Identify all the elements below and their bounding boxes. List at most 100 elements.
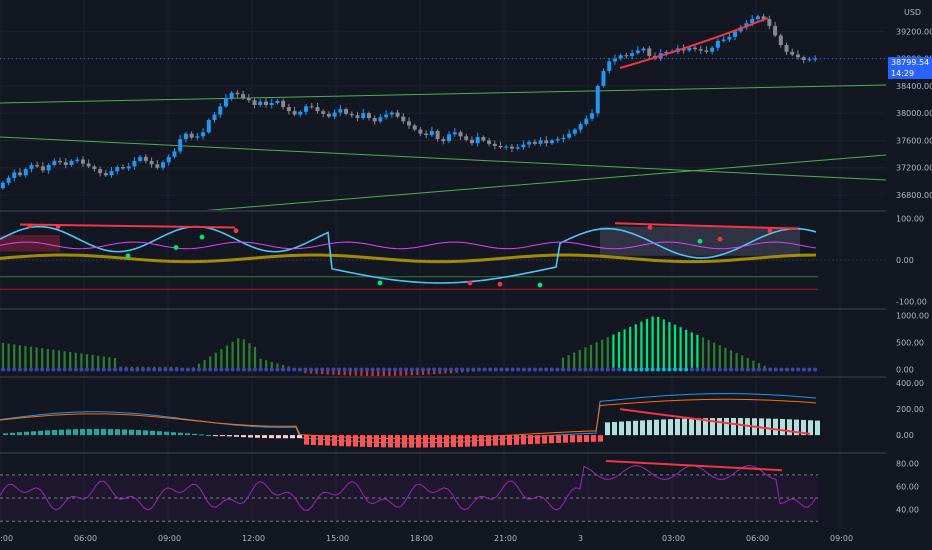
candle-body: [206, 120, 211, 133]
time-scale[interactable]: 00:00 06:00 09:00 12:00 15:00 18:00 21:00 3 03:0…: [0, 527, 932, 550]
time-label: 06:00: [746, 534, 769, 543]
macd-histogram-bar: [157, 431, 162, 436]
price-scale-bg: [886, 0, 932, 527]
macd-histogram-bar: [192, 433, 197, 436]
price-scale-label: 37200.00: [896, 164, 932, 173]
macd-histogram-bar: [689, 418, 694, 436]
pane-separators[interactable]: [0, 210, 932, 454]
histogram-dot: [465, 367, 470, 372]
histogram-dot: [510, 367, 515, 372]
histogram-dot: [376, 367, 381, 372]
macd-histogram-bar: [220, 435, 225, 437]
candle-body: [366, 113, 371, 118]
time-label: 12:00: [242, 534, 265, 543]
price-pane[interactable]: [0, 13, 887, 212]
macd-histogram-bar: [591, 435, 596, 442]
macd-histogram-bar: [206, 434, 211, 436]
macd-histogram-bar: [353, 435, 358, 447]
price-scale-label: 400.00: [896, 379, 924, 388]
macd-histogram-bar: [143, 430, 148, 436]
histogram-dot: [757, 367, 761, 372]
macd-histogram-bar: [479, 435, 484, 447]
green-trendline-lower: [0, 136, 887, 181]
macd-histogram-bar: [808, 420, 813, 436]
candle-body: [75, 159, 80, 161]
candle-body: [784, 45, 789, 52]
histogram-dot: [348, 367, 353, 372]
macd-histogram-bar: [262, 435, 267, 438]
histogram-pane[interactable]: [1, 316, 817, 376]
candle-body: [647, 48, 652, 56]
time-label: 21:00: [494, 534, 517, 543]
histogram-dot: [684, 367, 689, 372]
red-trendline-macd: [619, 408, 811, 435]
candle-body: [521, 144, 526, 148]
candle-body: [138, 156, 143, 161]
macd-histogram-bar: [171, 432, 176, 436]
candle-body: [807, 59, 812, 61]
candle-body: [126, 166, 131, 169]
price-scale[interactable]: 39200.0038800.0038400.0038000.0037600.00…: [886, 0, 932, 527]
macd-histogram-bar: [234, 435, 239, 437]
candle-body: [727, 36, 732, 40]
histogram-dot: [208, 367, 213, 372]
macd-histogram-bar: [633, 420, 638, 436]
histogram-dot: [701, 367, 705, 372]
candle-body: [630, 53, 635, 56]
macd-histogram-bar: [332, 435, 337, 446]
momentum-pane[interactable]: [0, 222, 886, 290]
histogram-dot: [146, 367, 151, 372]
macd-histogram-bar: [472, 435, 477, 447]
macd-histogram-bar: [150, 430, 155, 436]
rsi-pane[interactable]: [0, 459, 818, 522]
candle-body: [744, 23, 749, 28]
histogram-dot: [421, 367, 425, 372]
macd-histogram-bar: [647, 420, 652, 436]
candle-body: [721, 39, 726, 41]
macd-histogram-bar: [521, 435, 526, 445]
candle-body: [286, 107, 291, 112]
time-label: 09:00: [158, 534, 181, 543]
macd-histogram-bar: [430, 435, 435, 448]
green-trendline-rising: [199, 154, 887, 212]
histogram-dot: [387, 367, 392, 372]
pane-separator: [0, 308, 932, 310]
macd-histogram-bar: [486, 435, 491, 446]
histogram-dot: [241, 367, 246, 372]
candle-body: [235, 92, 240, 95]
histogram-dot: [678, 367, 683, 372]
histogram-dot: [264, 367, 269, 372]
macd-histogram-bar: [304, 435, 309, 445]
macd-histogram-bar: [122, 429, 127, 436]
macd-histogram-bar: [248, 435, 253, 438]
price-scale-label: 38400.00: [896, 82, 932, 91]
candle-body: [58, 160, 63, 163]
green-trendline-upper: [0, 84, 887, 104]
histogram-dot: [185, 367, 190, 372]
histogram-dot: [135, 367, 140, 372]
histogram-dot: [661, 367, 666, 372]
histogram-dot: [1, 367, 5, 372]
histogram-dot: [628, 367, 633, 372]
macd-histogram-bar: [605, 422, 610, 436]
histogram-dot: [645, 367, 649, 372]
macd-histogram-bar: [528, 435, 533, 445]
candle-body: [332, 112, 337, 117]
histogram-dot: [734, 367, 739, 372]
macd-pane[interactable]: [0, 393, 820, 448]
histogram-dot: [785, 367, 789, 372]
histogram-dot: [527, 367, 532, 372]
macd-histogram-bar: [255, 435, 260, 438]
candle-body: [246, 98, 251, 101]
macd-histogram-bar: [38, 430, 43, 436]
histogram-dot: [639, 367, 644, 372]
candle-body: [143, 156, 148, 161]
histogram-dot: [779, 367, 784, 372]
macd-histogram-bar: [227, 435, 232, 437]
histogram-dot: [68, 367, 73, 372]
macd-histogram-bar: [787, 419, 792, 436]
macd-histogram-bar: [276, 435, 281, 439]
histogram-dot: [398, 367, 403, 372]
histogram-dot: [286, 367, 291, 372]
